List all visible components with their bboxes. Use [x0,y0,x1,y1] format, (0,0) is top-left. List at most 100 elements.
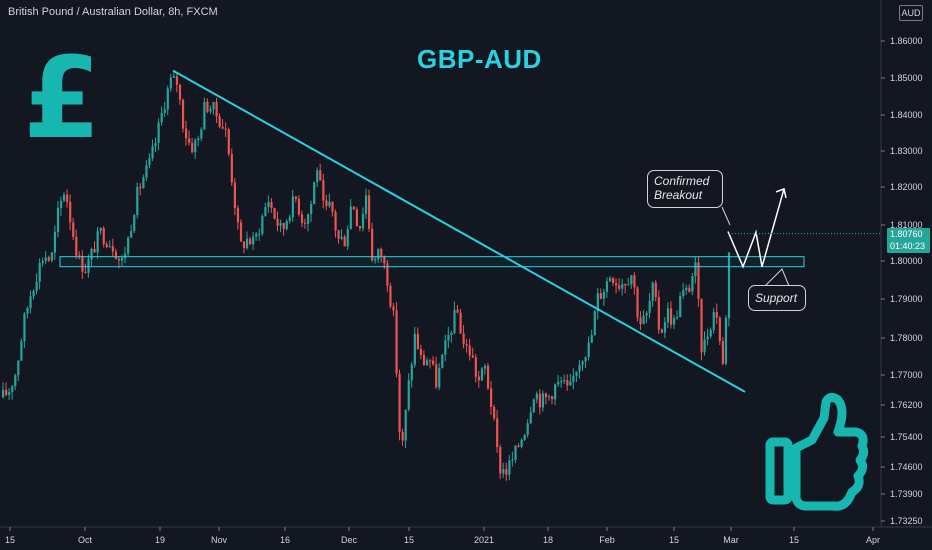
candle-body [709,329,712,337]
candle-body [584,357,587,362]
candle-body [697,262,700,299]
candle-body [554,384,557,400]
candle-body [657,297,660,330]
candle-body [108,246,111,248]
price-tick-label: 1.74600 [890,462,923,472]
time-tick-label: Apr [866,535,880,545]
candle-body [41,260,44,264]
candle-body [712,312,715,330]
candle-body [215,101,218,117]
candle-body [374,259,377,261]
candle-body [517,445,520,447]
candle-body [276,218,279,226]
candle-body [114,251,118,259]
candle-body [194,140,197,153]
candle-body [331,201,334,212]
candle-body [462,333,465,345]
candle-body [538,393,541,408]
time-tick-label: 15 [669,535,679,545]
candle-body [26,308,29,314]
candle-body [676,316,679,319]
price-tick-label: 1.73250 [890,516,923,526]
candle-body [252,236,255,245]
candle-body [435,364,438,388]
candle-body [218,116,221,127]
resistance-zone[interactable] [59,256,805,268]
currency-badge[interactable]: AUD [899,5,923,21]
candle-body [660,329,663,333]
candle-body [639,317,642,324]
candle-body [572,375,575,382]
candle-body [38,263,41,282]
candle-body [721,341,724,364]
candle-body [84,271,87,273]
svg-text:£: £ [23,34,101,164]
price-tick-label: 1.78000 [890,333,923,343]
candle-body [325,200,328,207]
candle-body [288,217,291,221]
candle-body [438,367,441,388]
candle-body [496,418,499,448]
candle-body [258,233,261,235]
support-pointer [764,268,790,287]
candle-body [386,263,389,286]
candle-body [291,196,294,218]
candle-body [547,396,551,398]
price-tick-label: 1.83000 [890,146,923,156]
candle-body [429,360,432,362]
chart-title: GBP-AUD [417,44,542,74]
candle-body [148,158,151,166]
candle-body [413,333,416,365]
candle-body [358,226,362,229]
candle-body [99,228,102,231]
price-tick-label: 1.76200 [890,400,923,410]
candle-body [401,432,404,441]
candle-body [425,360,429,366]
candle-body [371,228,374,261]
candle-body [453,309,456,333]
candle-body [5,389,8,395]
breakout-pointer [721,206,731,226]
candle-body [78,255,81,257]
candle-body [468,345,471,356]
candle-body [221,126,224,129]
candle-body [11,386,14,392]
candle-body [450,332,453,335]
projection-path[interactable] [727,188,785,269]
time-tick-label: 19 [155,535,165,545]
candle-body [163,109,166,113]
candle-body [175,76,179,85]
candle-body [59,200,63,208]
time-axis[interactable]: 15 Oct 19 Nov 16 Dec 15 2021 18 Feb 15 Mar 15 Apr [5,527,880,545]
candle-body [663,322,667,333]
time-tick-label: 16 [280,535,290,545]
candle-body [551,396,554,400]
candle-body [377,248,380,260]
candle-body [17,360,20,376]
candle-body [404,409,407,441]
candle-body [273,208,276,219]
candle-body [172,76,175,78]
candle-body [151,146,154,159]
price-axis[interactable]: 1.86000 1.85000 1.84000 1.83000 1.82000 1.810… [881,36,923,526]
descending-trendline[interactable] [172,69,746,393]
time-tick-label: 18 [543,535,553,545]
candle-body [203,101,206,130]
candle-body [178,84,182,100]
candle-body [459,312,462,334]
candle-body [651,282,654,301]
candle-body [691,276,694,292]
candle-body [380,248,383,257]
candle-body [456,309,459,313]
time-tick-label: Nov [211,535,228,545]
price-tick-label: 1.86000 [890,36,923,46]
candle-body [499,447,502,474]
candle-body [8,391,11,395]
candle-body [685,287,688,291]
candle-body [654,282,657,298]
candle-body [160,112,163,123]
candle-body [261,216,264,234]
candle-body [81,256,84,272]
candle-body [307,214,310,224]
